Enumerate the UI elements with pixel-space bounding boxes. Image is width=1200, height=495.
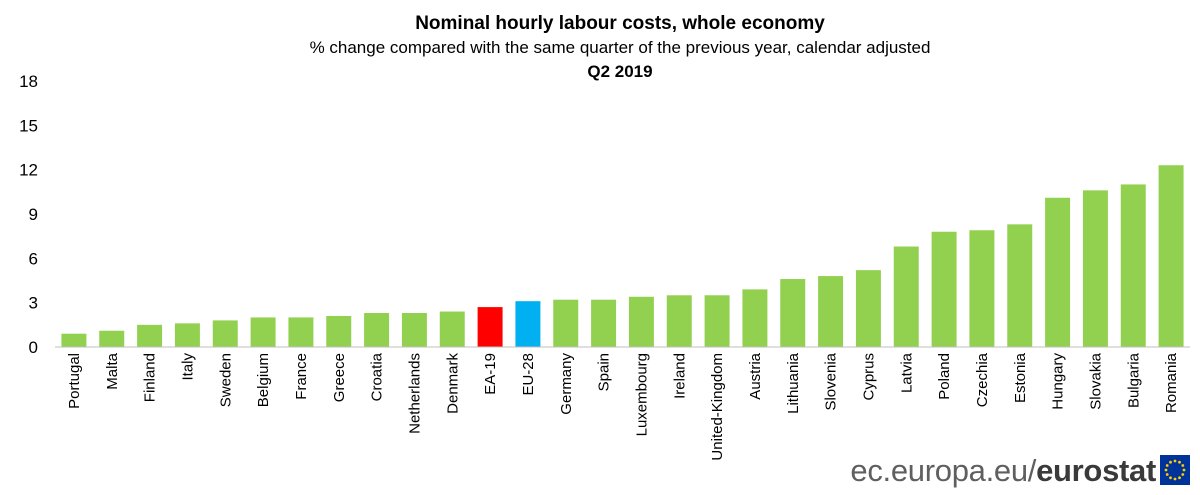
bar-spain — [591, 299, 617, 347]
x-tick-label: Denmark — [444, 353, 461, 414]
x-tick-label: Estonia — [1012, 352, 1029, 403]
flag-star — [1164, 468, 1168, 472]
x-tick-label: Cyprus — [860, 353, 877, 401]
flag-star — [1173, 477, 1177, 481]
x-tick-label: Slovenia — [823, 352, 840, 410]
x-tick-label: France — [293, 353, 310, 400]
x-tick-label: Bulgaria — [1125, 352, 1142, 408]
bar-croatia — [364, 313, 390, 347]
bar-hungary — [1045, 197, 1071, 347]
x-tick-label: EA-19 — [482, 353, 499, 395]
bar-germany — [553, 299, 579, 347]
y-tick-label: 9 — [29, 205, 38, 224]
flag-star — [1181, 473, 1185, 476]
x-tick-label: Ireland — [671, 353, 688, 399]
bar-cyprus — [855, 270, 881, 347]
bar-belgium — [250, 317, 276, 347]
bar-sweden — [212, 320, 238, 347]
x-axis: Portugal Malta Finland Italy Sweden Belgium Fr… — [55, 346, 1190, 461]
brand-site: ec.europa.eu/ — [850, 453, 1037, 488]
x-tick-label: Portugal — [66, 353, 83, 409]
bar-ireland — [666, 295, 692, 347]
x-tick-label: Sweden — [217, 353, 234, 407]
y-axis: 0 3 6 9 12 15 18 — [19, 72, 38, 357]
chart-period: Q2 2019 — [587, 62, 653, 81]
bar-netherlands — [401, 313, 427, 347]
x-tick-label: Spain — [596, 353, 613, 391]
y-tick-label: 15 — [19, 116, 38, 135]
y-tick-label: 0 — [29, 338, 38, 357]
bar-greece — [326, 315, 352, 347]
bar-slovenia — [818, 276, 844, 347]
x-tick-label: EU-28 — [520, 353, 537, 396]
flag-star — [1181, 464, 1185, 467]
bar-united-kingdom — [704, 295, 730, 347]
x-tick-label: Finland — [142, 353, 159, 402]
eu-flag-icon — [1160, 455, 1190, 485]
bar-portugal — [61, 333, 87, 347]
x-tick-label: United-Kingdom — [709, 353, 726, 461]
flag-star — [1165, 464, 1169, 467]
x-tick-label: Italy — [179, 353, 196, 381]
y-tick-label: 18 — [19, 72, 38, 91]
x-tick-label: Greece — [331, 353, 348, 402]
x-tick-label: Lithuania — [785, 352, 802, 414]
bar-estonia — [1007, 224, 1033, 347]
x-tick-label: Luxembourg — [633, 353, 650, 436]
y-tick-label: 3 — [29, 294, 38, 313]
bar-ea-19 — [477, 307, 503, 347]
bar-eu-28 — [515, 301, 541, 347]
chart-title: Nominal hourly labour costs, whole econo… — [415, 13, 825, 34]
bar-luxembourg — [628, 296, 654, 347]
x-tick-label: Czechia — [974, 352, 991, 407]
x-tick-label: Belgium — [255, 353, 272, 407]
bar-czechia — [969, 230, 995, 347]
flag-star — [1178, 476, 1181, 480]
bar-france — [288, 317, 314, 347]
bar-bulgaria — [1120, 184, 1146, 347]
x-tick-label: Romania — [1163, 352, 1180, 413]
x-tick-label: Latvia — [898, 352, 915, 393]
bar-romania — [1158, 165, 1184, 347]
bar-lithuania — [780, 279, 806, 347]
flag-star — [1169, 460, 1172, 464]
bar-latvia — [893, 246, 919, 347]
x-tick-label: Malta — [104, 352, 121, 389]
x-tick-label: Slovakia — [1087, 352, 1104, 409]
bar-austria — [742, 289, 768, 347]
flag-star — [1182, 468, 1186, 472]
y-tick-label: 12 — [19, 161, 38, 180]
bar-poland — [931, 231, 957, 347]
bar-slovakia — [1082, 190, 1108, 347]
flag-star — [1165, 473, 1169, 476]
bar-finland — [137, 324, 163, 347]
eurostat-brand: ec.europa.eu/eurostat — [850, 453, 1156, 489]
x-tick-label: Poland — [936, 353, 953, 400]
flag-star — [1169, 476, 1172, 480]
x-tick-label: Croatia — [369, 352, 386, 401]
y-tick-label: 6 — [29, 249, 38, 268]
flag-star — [1173, 459, 1177, 463]
x-tick-label: Hungary — [1050, 353, 1067, 410]
brand-name: eurostat — [1036, 453, 1156, 488]
x-tick-label: Netherlands — [406, 353, 423, 434]
bar-malta — [99, 330, 125, 347]
bar-italy — [174, 323, 200, 347]
chart-subtitle: % change compared with the same quarter … — [309, 38, 931, 57]
bar-denmark — [439, 311, 465, 347]
flag-star — [1178, 460, 1181, 464]
bars — [61, 165, 1184, 347]
x-tick-label: Austria — [747, 352, 764, 399]
x-tick-label: Germany — [558, 353, 575, 415]
